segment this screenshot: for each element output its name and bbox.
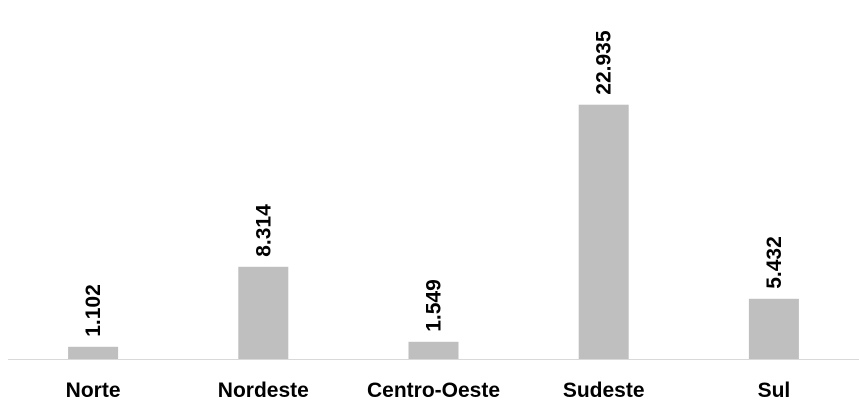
value-label-sudeste: 22.935 [593,30,616,95]
category-label-nordeste: Nordeste [218,379,309,402]
category-label-sudeste: Sudeste [563,379,645,402]
category-labels-group: Norte Nordeste Centro-Oeste Sudeste Sul [66,379,791,402]
bar-sudeste [578,104,629,359]
value-label-sul: 5.432 [763,236,786,289]
category-label-norte: Norte [66,379,121,402]
bar-sul [748,298,799,359]
bar-norte [68,346,119,359]
bar-nordeste [238,266,289,359]
value-label-norte: 1.102 [82,284,105,337]
value-labels-group: 1.102 8.314 1.549 22.935 5.432 [82,30,786,337]
value-label-centro-oeste: 1.549 [423,279,446,332]
bar-centro-oeste [408,341,459,359]
category-label-centro-oeste: Centro-Oeste [367,379,500,402]
category-label-sul: Sul [758,379,791,402]
bars-group [68,104,799,359]
value-label-nordeste: 8.314 [252,204,275,257]
